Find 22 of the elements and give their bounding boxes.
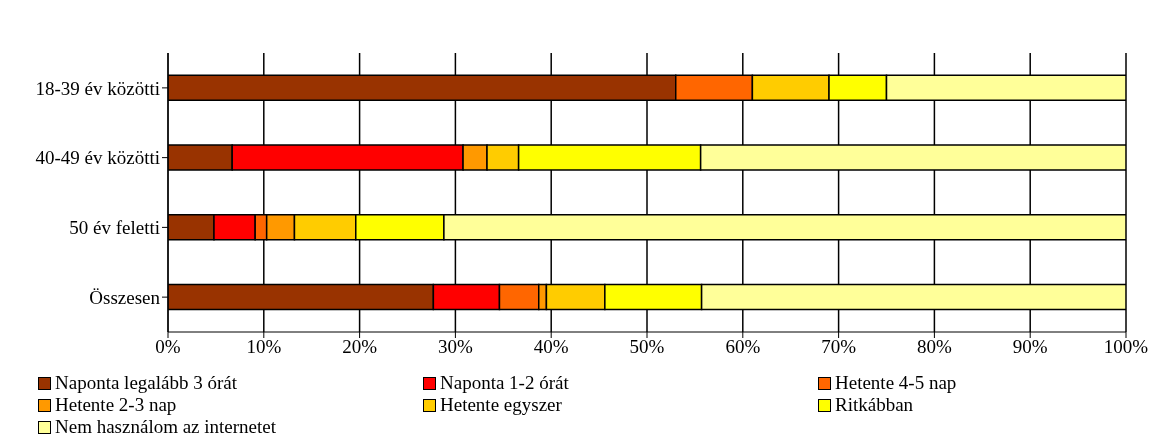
x-tick-label: 30% — [437, 336, 473, 358]
legend-label: Hetente 4-5 nap — [835, 372, 957, 394]
legend-label: Naponta legalább 3 órát — [55, 372, 238, 394]
y-tick-label: 18-39 év közötti — [35, 77, 160, 99]
x-tick-label: 80% — [916, 336, 952, 358]
x-tick-label: 0% — [155, 336, 181, 358]
x-tick-label: 10% — [246, 336, 282, 358]
legend-label: Ritkábban — [835, 394, 914, 416]
legend-label: Naponta 1-2 órát — [440, 372, 569, 394]
legend-label: Hetente 2-3 nap — [55, 394, 177, 416]
x-tick-label: 60% — [725, 336, 761, 358]
x-tick-label: 40% — [533, 336, 569, 358]
x-tick-label: 50% — [629, 336, 665, 358]
y-tick-label: 40-49 év közötti — [35, 147, 160, 169]
x-tick-label: 100% — [1103, 336, 1149, 358]
x-tick-label: 90% — [1012, 336, 1048, 358]
legend-label: Hetente egyszer — [440, 394, 562, 416]
legend-label: Nem használom az internetet — [55, 416, 277, 438]
y-tick-label: Összesen — [89, 286, 161, 308]
x-tick-label: 70% — [821, 336, 857, 358]
y-tick-label: 50 év feletti — [69, 217, 160, 239]
x-tick-label: 20% — [342, 336, 378, 358]
